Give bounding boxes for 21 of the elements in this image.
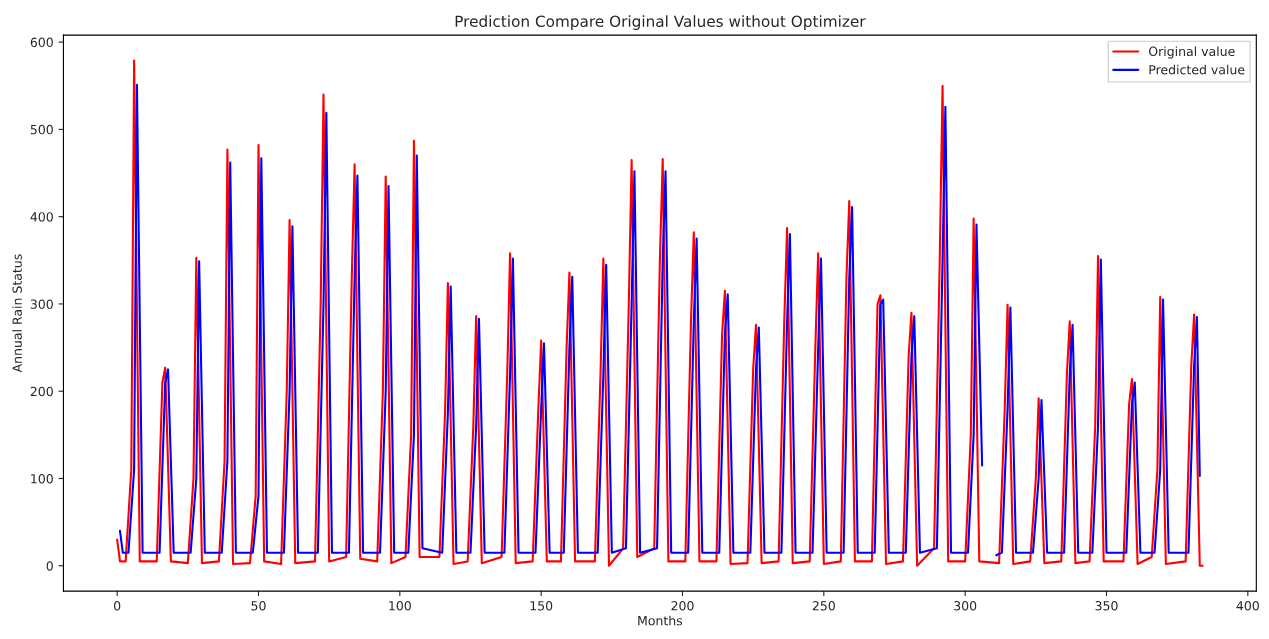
x-tick-label: 400 [1236,601,1259,611]
legend-label: Predicted value [1149,64,1245,75]
x-tick-label: 150 [530,601,553,611]
x-tick-label: 200 [671,601,694,611]
y-tick-label: 500 [30,124,53,135]
x-tick-label: 300 [954,601,977,611]
x-tick-label: 250 [812,601,835,611]
y-tick-label: 600 [30,37,53,48]
y-axis-title: Annual Rain Status [12,254,22,373]
x-tick-label: 350 [1095,601,1118,611]
x-tick-label: 0 [114,601,121,611]
y-tick-label: 0 [46,561,53,571]
y-tick-label: 200 [30,386,53,397]
legend-label: Original value [1148,46,1235,59]
chart-title: Prediction Compare Original Values without Optimizer [455,15,866,30]
x-axis-title: Months [638,615,683,626]
y-tick-label: 100 [31,473,53,484]
x-tick-label: 50 [251,601,266,611]
y-tick-label: 300 [30,299,53,309]
x-tick-label: 100 [389,601,411,611]
y-tick-label: 400 [30,212,53,222]
